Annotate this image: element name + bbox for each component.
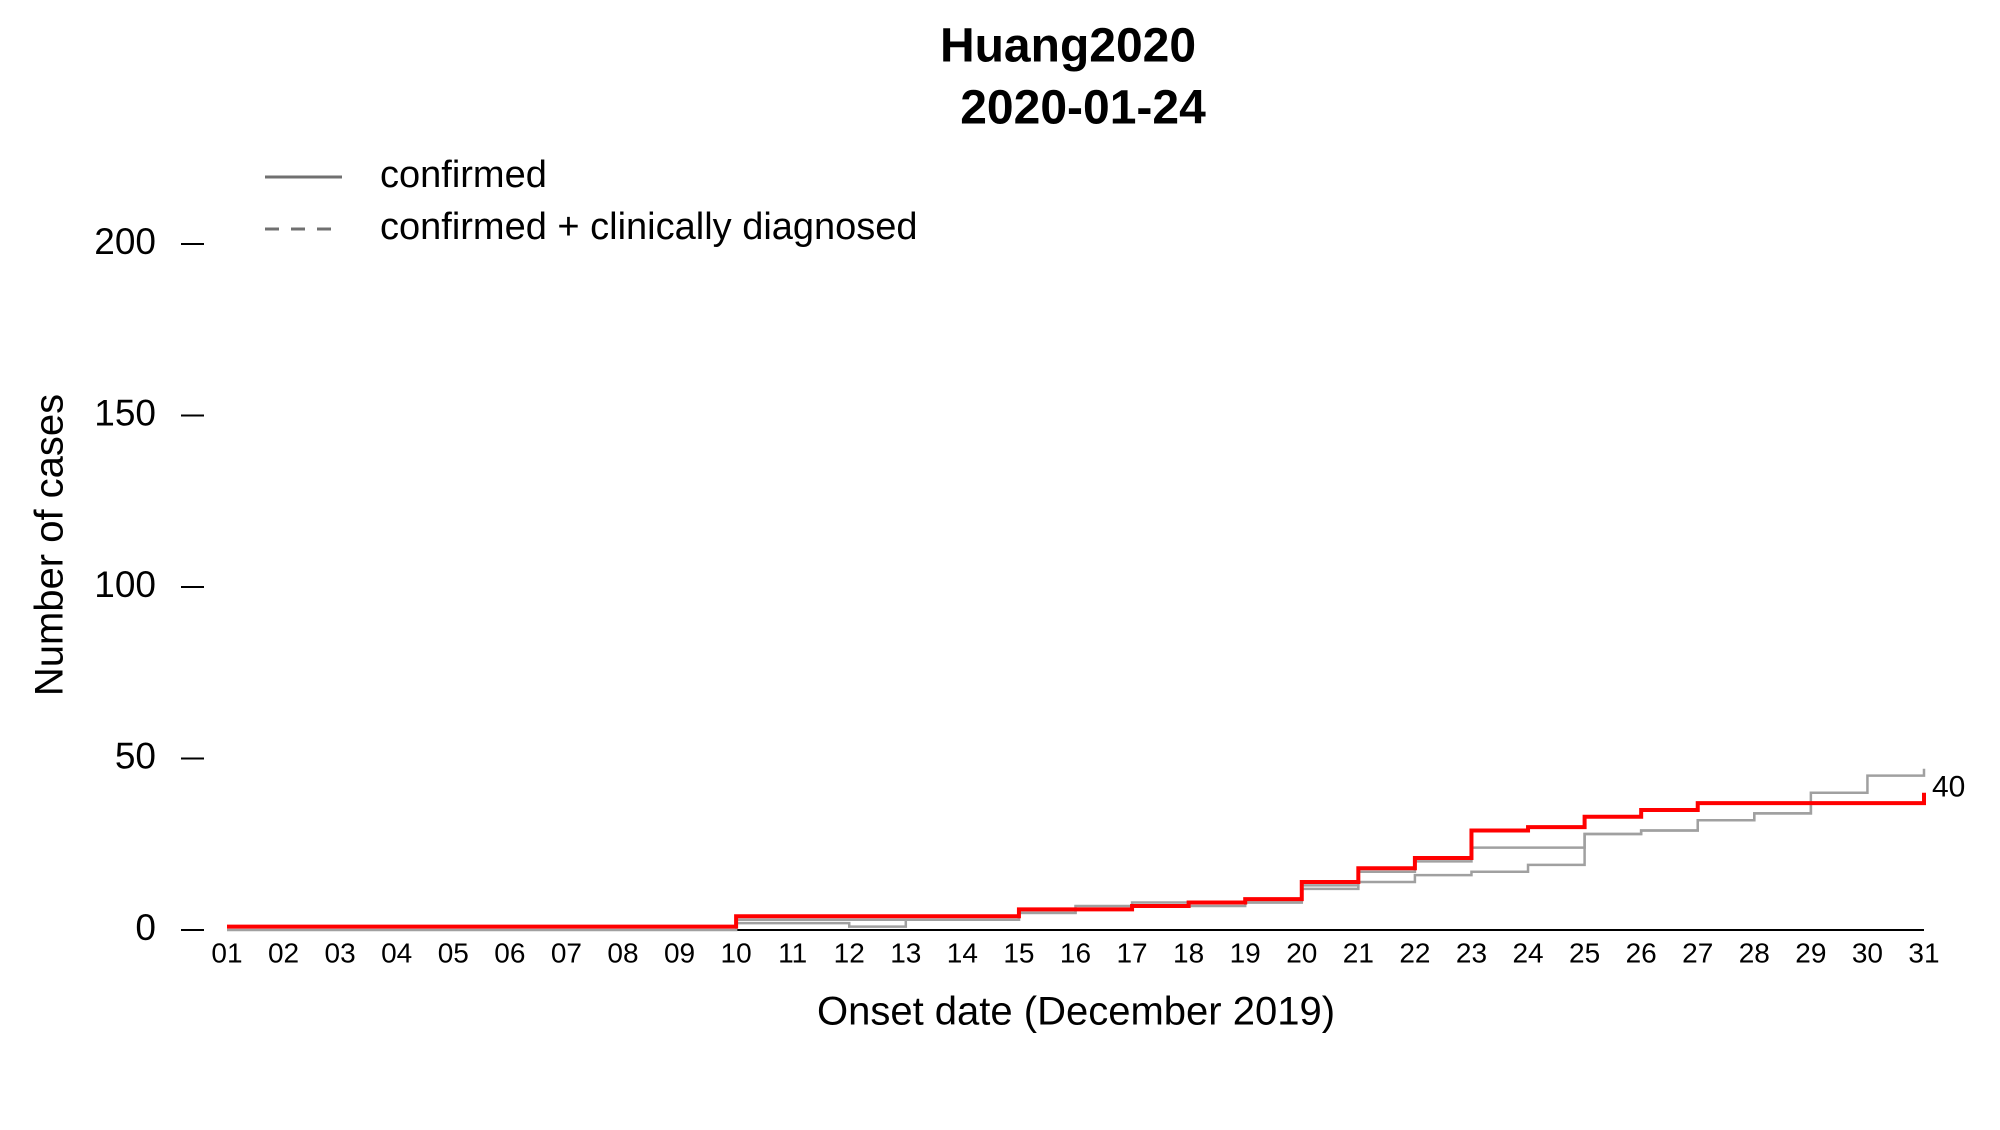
- x-tick-label: 13: [890, 937, 921, 968]
- x-tick-label: 28: [1739, 937, 1770, 968]
- x-tick-label: 23: [1456, 937, 1487, 968]
- chart-title: Huang2020: [940, 20, 1196, 73]
- x-tick-label: 11: [778, 937, 807, 968]
- y-tick-label: 150: [94, 392, 156, 433]
- x-tick-label: 14: [947, 937, 978, 968]
- series-line: [227, 768, 1926, 932]
- x-axis-label: Onset date (December 2019): [817, 990, 1335, 1034]
- x-tick-label: 17: [1116, 937, 1147, 968]
- x-tick-label: 07: [551, 937, 582, 968]
- x-tick-label: 22: [1399, 937, 1430, 968]
- y-axis-label: Number of cases: [28, 394, 72, 696]
- y-tick-label: 50: [115, 735, 156, 776]
- x-tick-label: 02: [268, 937, 299, 968]
- x-tick-label: 31: [1908, 937, 1939, 968]
- end-label: 40: [1932, 771, 1965, 804]
- x-tick-label: 08: [607, 937, 638, 968]
- y-tick-label: 100: [94, 564, 156, 605]
- x-tick-label: 03: [325, 937, 356, 968]
- x-tick-label: 09: [664, 937, 695, 968]
- x-tick-label: 15: [1003, 937, 1034, 968]
- x-tick-label: 29: [1795, 937, 1826, 968]
- x-tick-label: 20: [1286, 937, 1317, 968]
- x-tick-label: 30: [1852, 937, 1883, 968]
- x-tick-label: 10: [721, 937, 752, 968]
- x-tick-label: 25: [1569, 937, 1600, 968]
- legend-label: confirmed + clinically diagnosed: [380, 206, 918, 248]
- legend-label: confirmed: [380, 154, 547, 196]
- x-tick-label: 26: [1626, 937, 1657, 968]
- x-tick-label: 01: [211, 937, 242, 968]
- x-tick-label: 05: [438, 937, 469, 968]
- x-tick-label: 06: [494, 937, 525, 968]
- y-tick-label: 200: [94, 221, 156, 262]
- x-tick-label: 12: [834, 937, 865, 968]
- x-tick-label: 18: [1173, 937, 1204, 968]
- x-tick-label: 24: [1512, 937, 1543, 968]
- series-line: [227, 792, 1926, 929]
- chart-subtitle: 2020-01-24: [960, 82, 1206, 135]
- x-tick-label: 16: [1060, 937, 1091, 968]
- x-tick-label: 19: [1230, 937, 1261, 968]
- x-tick-label: 21: [1343, 937, 1374, 968]
- x-tick-label: 04: [381, 937, 412, 968]
- x-tick-label: 27: [1682, 937, 1713, 968]
- y-tick-label: 0: [135, 907, 156, 948]
